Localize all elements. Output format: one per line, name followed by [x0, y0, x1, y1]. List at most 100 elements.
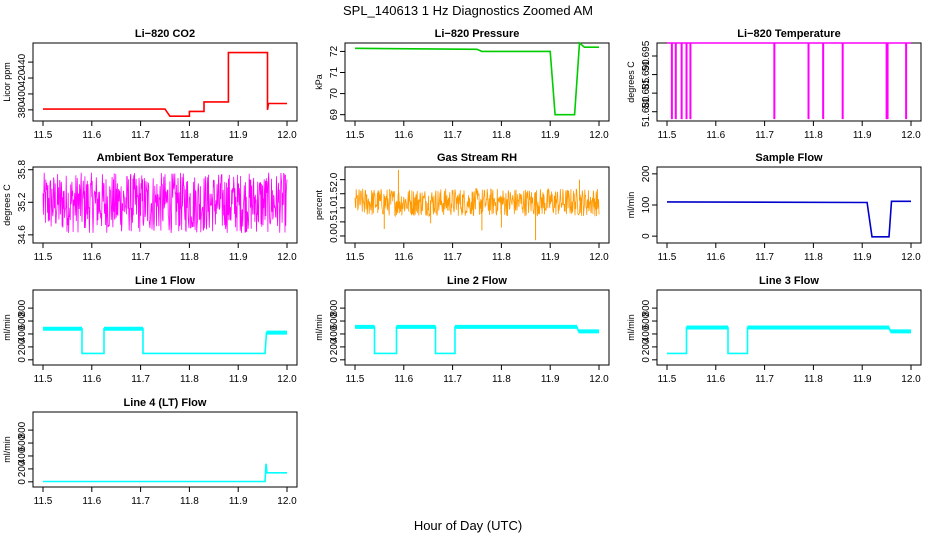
y-tick-label: 70 — [329, 88, 340, 100]
x-tick-label: 11.7 — [755, 252, 774, 263]
panel-title: Line 4 (LT) Flow — [124, 397, 207, 409]
x-tick-label: 11.9 — [853, 130, 872, 141]
x-tick-label: 11.8 — [492, 252, 511, 263]
panel-4: Ambient Box Temperature 11.5 11.6 11.7 11.8 1… — [2, 152, 298, 263]
series-line — [43, 328, 287, 355]
y-tick-label: 800 — [17, 421, 28, 438]
y-axis-label: Licor ppm — [2, 62, 12, 102]
x-tick-label: 11.5 — [34, 374, 53, 385]
series-line — [354, 41, 599, 116]
y-tick-label: 400 — [17, 85, 28, 102]
y-tick-label: 600 — [641, 312, 652, 329]
series-line — [667, 326, 911, 355]
panel-title: Line 3 Flow — [759, 275, 819, 287]
x-tick-label: 11.7 — [755, 130, 774, 141]
y-tick-label: 51.695 — [641, 40, 652, 71]
x-tick-label: 11.7 — [131, 496, 150, 507]
plot-frame — [656, 166, 922, 244]
y-tick-label: 420 — [17, 69, 28, 86]
x-tick-label: 11.6 — [82, 252, 101, 263]
x-tick-label: 11.5 — [346, 130, 365, 141]
plot-frame — [656, 42, 922, 122]
y-tick-label: 200 — [641, 165, 652, 182]
x-tick-label: 11.9 — [853, 374, 872, 385]
plot-frame — [344, 166, 610, 244]
x-tick-label: 11.7 — [755, 374, 774, 385]
y-tick-label: 0.0 — [329, 229, 340, 243]
series-line — [43, 51, 287, 117]
panel-2: Li−820 Pressure 11.5 11.6 11.7 11.8 11.9 12.0 6… — [314, 28, 610, 141]
y-tick-label: 800 — [17, 299, 28, 316]
y-axis-label: ml/min — [2, 436, 12, 463]
y-tick-label: 34.6 — [17, 225, 28, 245]
x-tick-label: 11.7 — [131, 252, 150, 263]
x-tick-label: 11.8 — [180, 130, 199, 141]
y-tick-label: 200 — [329, 338, 340, 355]
panel-title: Gas Stream RH — [437, 152, 517, 164]
x-tick-label: 11.8 — [804, 130, 823, 141]
panel-9: Line 3 Flow 11.5 11.6 11.7 11.8 11.9 12.0 0 2004… — [626, 275, 922, 385]
y-tick-label: 1.5 — [329, 186, 340, 200]
x-tick-label: 12.0 — [589, 252, 609, 263]
y-tick-label: 600 — [329, 312, 340, 329]
series-line — [666, 200, 911, 238]
x-tick-label: 11.9 — [541, 374, 560, 385]
x-tick-label: 11.7 — [443, 374, 462, 385]
plot-frame — [32, 289, 298, 366]
panel-8: Line 2 Flow 11.5 11.6 11.7 11.8 11.9 12.0 0 2004… — [314, 275, 610, 385]
y-tick-label: 51.680 — [641, 96, 652, 127]
plot-frame — [32, 42, 298, 122]
y-tick-label: 72 — [329, 45, 340, 57]
y-tick-label: 440 — [17, 53, 28, 70]
y-tick-label: 0 — [17, 357, 28, 363]
panel-title: Ambient Box Temperature — [97, 152, 234, 164]
y-tick-label: 0 — [329, 357, 340, 363]
x-tick-label: 12.0 — [901, 130, 921, 141]
x-tick-label: 11.6 — [706, 252, 725, 263]
y-tick-label: 600 — [17, 312, 28, 329]
x-tick-label: 11.9 — [229, 130, 248, 141]
x-tick-label: 11.6 — [706, 374, 725, 385]
plot-frame — [656, 289, 922, 366]
x-tick-label: 11.5 — [346, 374, 365, 385]
panel-7: Line 1 Flow 11.5 11.6 11.7 11.8 11.9 12.0 0 2004… — [2, 275, 298, 385]
y-tick-label: 0.5 — [329, 215, 340, 229]
y-tick-label: 51.685 — [641, 77, 652, 108]
x-tick-label: 11.6 — [82, 374, 101, 385]
panel-title: Li−820 Temperature — [737, 28, 840, 40]
panel-title: Li−820 CO2 — [135, 28, 195, 40]
plot-frame — [32, 166, 298, 244]
x-tick-label: 11.5 — [658, 374, 677, 385]
x-tick-label: 11.5 — [34, 130, 53, 141]
y-tick-label: 200 — [17, 460, 28, 477]
panel-title: Li−820 Pressure — [435, 28, 520, 40]
y-tick-label: 35.2 — [17, 192, 28, 212]
x-tick-label: 11.7 — [131, 130, 150, 141]
x-tick-label: 12.0 — [901, 252, 921, 263]
y-axis-label: ml/min — [626, 314, 636, 341]
x-tick-label: 11.7 — [443, 130, 462, 141]
x-tick-label: 11.6 — [394, 252, 413, 263]
y-tick-label: 69 — [329, 109, 340, 121]
x-tick-label: 11.6 — [82, 496, 101, 507]
x-tick-label: 11.5 — [34, 252, 53, 263]
x-tick-label: 12.0 — [589, 374, 609, 385]
x-tick-label: 11.8 — [180, 252, 199, 263]
y-axis-label: percent — [314, 189, 324, 220]
y-tick-label: 0 — [641, 233, 652, 239]
x-tick-label: 11.8 — [492, 374, 511, 385]
plot-frame — [344, 289, 610, 366]
panel-3: Li−820 Temperature 11.5 11.6 11.7 11.8 11.9 12… — [626, 28, 922, 141]
y-tick-label: 400 — [641, 325, 652, 342]
y-tick-label: 0 — [17, 479, 28, 485]
x-tick-label: 11.6 — [82, 130, 101, 141]
y-tick-label: 0 — [641, 357, 652, 363]
x-tick-label: 11.9 — [229, 496, 248, 507]
x-tick-label: 11.6 — [706, 130, 725, 141]
panel-title: Sample Flow — [755, 152, 823, 164]
y-tick-label: 800 — [641, 299, 652, 316]
series-line — [43, 463, 287, 483]
plot-frame — [344, 42, 610, 122]
y-axis-label: kPa — [314, 74, 324, 90]
